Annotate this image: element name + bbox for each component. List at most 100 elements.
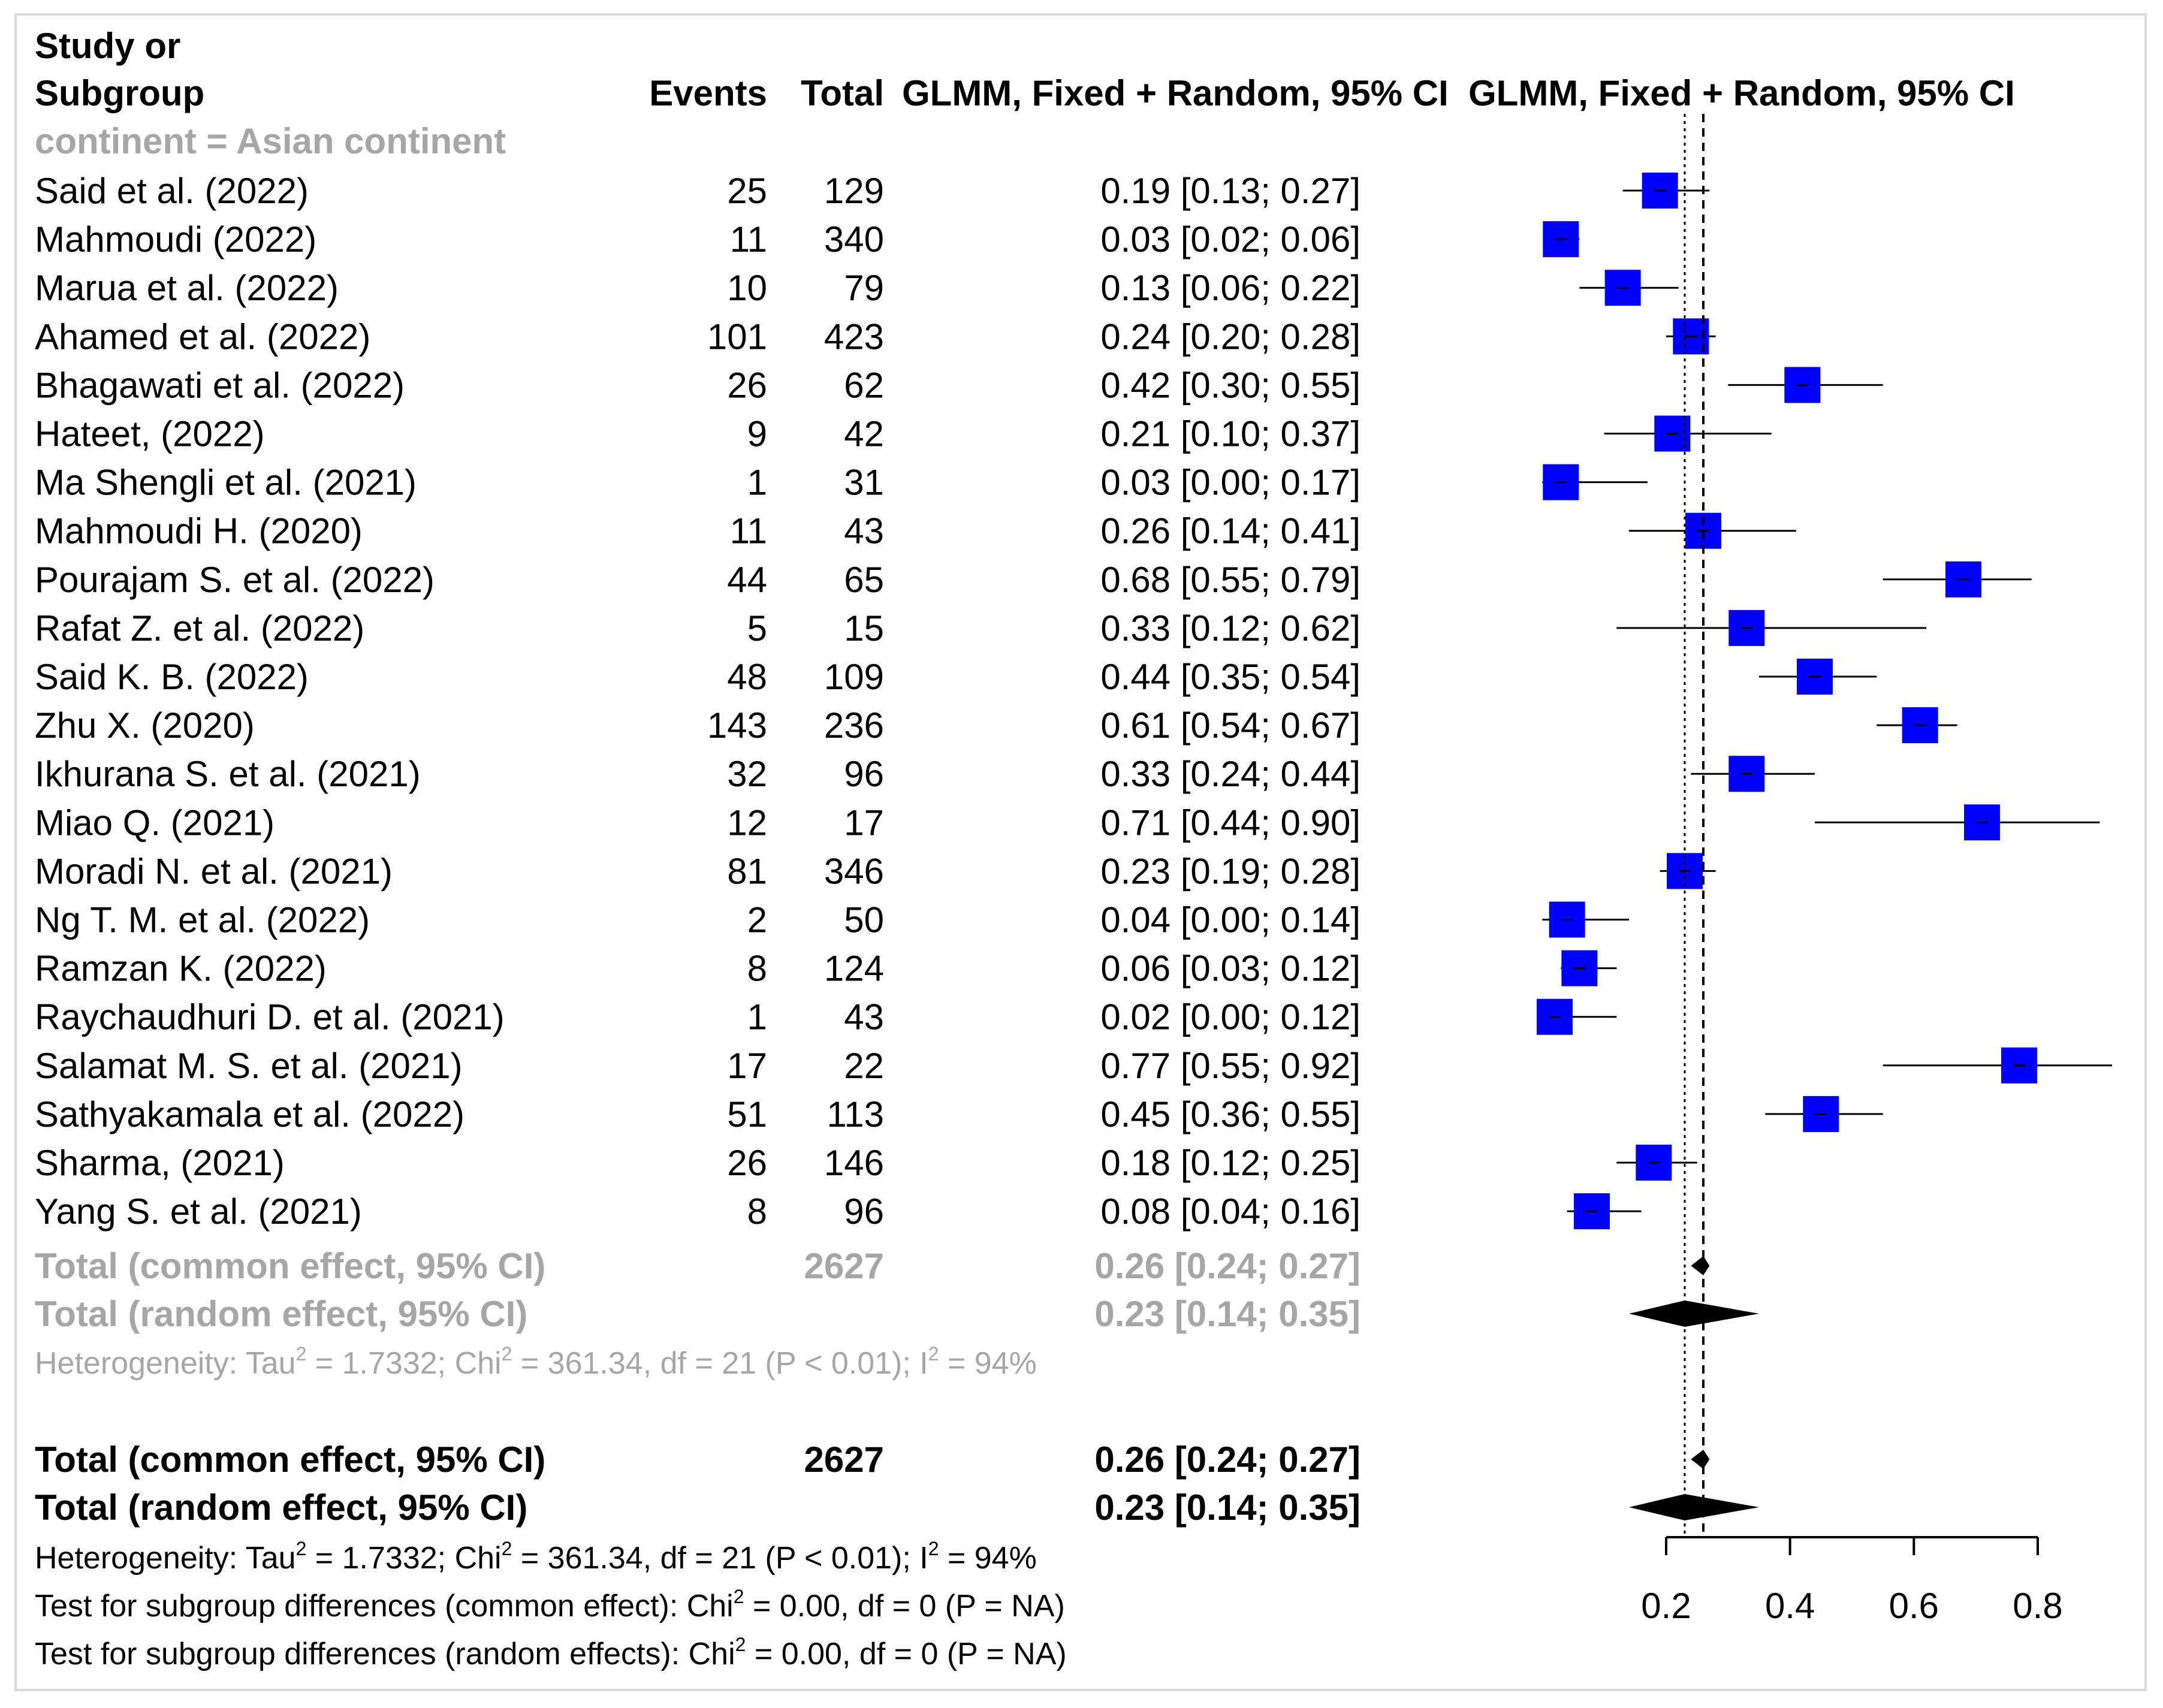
study-total: 96 bbox=[844, 754, 884, 794]
subgroup-heterogeneity: Heterogeneity: Tau2 = 1.7332; Chi2 = 361… bbox=[35, 1343, 1037, 1381]
x-axis-tick-label: 0.2 bbox=[1641, 1586, 1691, 1626]
study-events: 5 bbox=[747, 608, 767, 648]
study-total: 346 bbox=[824, 851, 884, 891]
study-estimate: 0.33 [0.24; 0.44] bbox=[1100, 754, 1360, 794]
subgroup-random-label: Total (random effect, 95% CI) bbox=[35, 1294, 527, 1334]
study-estimate: 0.19 [0.13; 0.27] bbox=[1100, 171, 1360, 211]
study-estimate: 0.08 [0.04; 0.16] bbox=[1100, 1191, 1360, 1232]
study-events: 26 bbox=[727, 1143, 767, 1183]
test-subgroup-common: Test for subgroup differences (common ef… bbox=[35, 1586, 1065, 1623]
study-events: 101 bbox=[707, 316, 767, 357]
study-events: 8 bbox=[747, 1191, 767, 1232]
study-name: Ramzan K. (2022) bbox=[35, 949, 327, 989]
study-total: 96 bbox=[844, 1191, 884, 1232]
study-total: 17 bbox=[844, 802, 884, 843]
subgroup-label: continent = Asian continent bbox=[35, 121, 506, 161]
study-total: 236 bbox=[824, 705, 884, 746]
study-events: 48 bbox=[727, 657, 767, 697]
study-name: Said et al. (2022) bbox=[35, 171, 309, 211]
study-estimate: 0.03 [0.00; 0.17] bbox=[1100, 463, 1360, 503]
study-estimate: 0.68 [0.55; 0.79] bbox=[1100, 560, 1360, 600]
study-name: Said K. B. (2022) bbox=[35, 657, 309, 697]
study-total: 43 bbox=[844, 511, 884, 551]
study-estimate: 0.24 [0.20; 0.28] bbox=[1100, 316, 1360, 357]
study-events: 44 bbox=[727, 560, 767, 600]
study-name: Mahmoudi (2022) bbox=[35, 219, 316, 259]
study-name: Moradi N. et al. (2021) bbox=[35, 851, 393, 891]
study-name: Ikhurana S. et al. (2021) bbox=[35, 754, 421, 794]
study-name: Marua et al. (2022) bbox=[35, 268, 339, 308]
study-events: 17 bbox=[727, 1046, 767, 1086]
study-name: Raychaudhuri D. et al. (2021) bbox=[35, 997, 505, 1037]
study-total: 65 bbox=[844, 560, 884, 600]
study-estimate: 0.04 [0.00; 0.14] bbox=[1100, 900, 1360, 940]
study-events: 51 bbox=[727, 1094, 767, 1134]
study-total: 129 bbox=[824, 171, 884, 211]
study-total: 124 bbox=[824, 949, 884, 989]
header-study-line2: Subgroup bbox=[35, 73, 204, 113]
study-name: Ahamed et al. (2022) bbox=[35, 316, 370, 357]
x-axis-tick-label: 0.6 bbox=[1889, 1586, 1939, 1626]
study-events: 2 bbox=[747, 900, 767, 940]
subgroup-common-diamond bbox=[1691, 1256, 1710, 1275]
study-name: Ng T. M. et al. (2022) bbox=[35, 900, 370, 940]
study-events: 1 bbox=[747, 997, 767, 1037]
study-total: 79 bbox=[844, 268, 884, 308]
study-total: 340 bbox=[824, 219, 884, 259]
study-events: 32 bbox=[727, 754, 767, 794]
study-estimate: 0.77 [0.55; 0.92] bbox=[1100, 1046, 1360, 1086]
study-name: Mahmoudi H. (2020) bbox=[35, 511, 363, 551]
subgroup-common-label: Total (common effect, 95% CI) bbox=[35, 1246, 545, 1286]
study-total: 43 bbox=[844, 997, 884, 1037]
study-total: 15 bbox=[844, 608, 884, 648]
study-events: 26 bbox=[727, 365, 767, 405]
study-estimate: 0.33 [0.12; 0.62] bbox=[1100, 608, 1360, 648]
study-total: 62 bbox=[844, 365, 884, 405]
header-events: Events bbox=[649, 73, 767, 113]
study-events: 11 bbox=[730, 219, 767, 259]
study-estimate: 0.61 [0.54; 0.67] bbox=[1100, 705, 1360, 746]
study-name: Sharma, (2021) bbox=[35, 1143, 285, 1183]
study-estimate: 0.02 [0.00; 0.12] bbox=[1100, 997, 1360, 1037]
overall-common-estimate: 0.26 [0.24; 0.27] bbox=[1094, 1440, 1360, 1480]
study-events: 11 bbox=[730, 511, 767, 551]
study-name: Ma Shengli et al. (2021) bbox=[35, 463, 417, 503]
study-total: 146 bbox=[824, 1143, 884, 1183]
x-axis-tick-label: 0.4 bbox=[1765, 1586, 1815, 1626]
study-events: 8 bbox=[747, 949, 767, 989]
study-events: 143 bbox=[707, 705, 767, 746]
study-total: 109 bbox=[824, 657, 884, 697]
study-name: Salamat M. S. et al. (2021) bbox=[35, 1046, 463, 1086]
header-plot: GLMM, Fixed + Random, 95% CI bbox=[1468, 73, 2015, 113]
overall-common-diamond bbox=[1691, 1450, 1710, 1469]
study-total: 423 bbox=[824, 316, 884, 357]
study-estimate: 0.45 [0.36; 0.55] bbox=[1100, 1094, 1360, 1134]
overall-random-estimate: 0.23 [0.14; 0.35] bbox=[1094, 1487, 1360, 1528]
study-events: 10 bbox=[727, 268, 767, 308]
study-estimate: 0.71 [0.44; 0.90] bbox=[1100, 802, 1360, 843]
study-name: Hateet, (2022) bbox=[35, 414, 265, 454]
study-events: 25 bbox=[727, 171, 767, 211]
study-estimate: 0.06 [0.03; 0.12] bbox=[1100, 949, 1360, 989]
study-events: 12 bbox=[727, 802, 767, 843]
figure-frame bbox=[14, 13, 2147, 1691]
header-study-line1: Study or bbox=[35, 26, 180, 66]
study-total: 50 bbox=[844, 900, 884, 940]
study-estimate: 0.21 [0.10; 0.37] bbox=[1100, 414, 1360, 454]
subgroup-random-diamond bbox=[1629, 1300, 1759, 1327]
x-axis-tick-label: 0.8 bbox=[2013, 1586, 2062, 1626]
study-events: 81 bbox=[727, 851, 767, 891]
overall-random-diamond bbox=[1629, 1494, 1759, 1520]
study-name: Sathyakamala et al. (2022) bbox=[35, 1094, 464, 1134]
study-estimate: 0.03 [0.02; 0.06] bbox=[1100, 219, 1360, 259]
header-total: Total bbox=[801, 73, 884, 113]
study-name: Rafat Z. et al. (2022) bbox=[35, 608, 364, 648]
overall-common-total: 2627 bbox=[804, 1440, 884, 1480]
header-estimate: GLMM, Fixed + Random, 95% CI bbox=[902, 73, 1449, 113]
subgroup-common-estimate: 0.26 [0.24; 0.27] bbox=[1094, 1246, 1360, 1286]
subgroup-random-estimate: 0.23 [0.14; 0.35] bbox=[1094, 1294, 1360, 1334]
study-total: 42 bbox=[844, 414, 884, 454]
study-name: Zhu X. (2020) bbox=[35, 705, 255, 746]
subgroup-common-total: 2627 bbox=[804, 1246, 884, 1286]
